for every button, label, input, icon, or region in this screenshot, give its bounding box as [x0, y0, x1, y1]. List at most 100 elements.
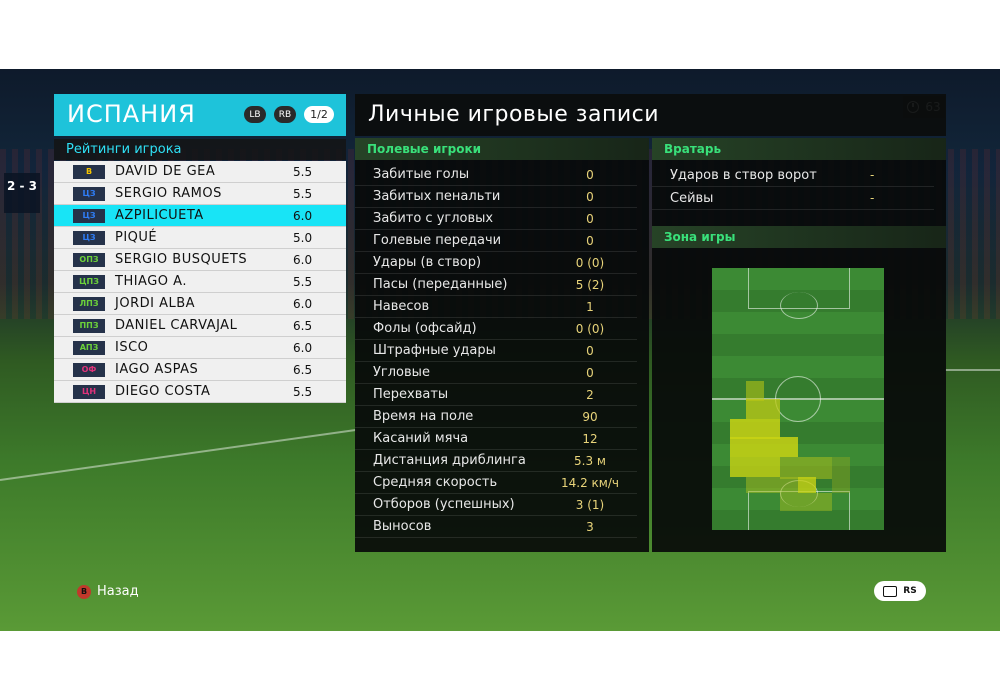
player-row[interactable]: ЦЗ PIQUÉ 5.0	[54, 227, 346, 249]
player-name: DAVID DE GEA	[115, 164, 216, 179]
stat-row: Пасы (переданные) 5 (2)	[355, 274, 637, 296]
player-name: THIAGO A.	[115, 274, 187, 289]
player-row[interactable]: ЦЗ SERGIO RAMOS 5.5	[54, 183, 346, 205]
heatmap-cell	[730, 457, 780, 477]
stat-row: Забитые голы 0	[355, 164, 637, 186]
stat-value: 0	[586, 167, 594, 182]
top-penalty-arc	[780, 292, 818, 319]
stat-value: 0	[586, 211, 594, 226]
player-name: ISCO	[115, 340, 149, 355]
goalkeeper-panel: Вратарь Ударов в створ ворот - Сейвы - Зона…	[652, 138, 946, 552]
b-button-icon: B	[77, 584, 91, 599]
stat-label: Средняя скорость	[373, 475, 498, 490]
stat-label: Выносов	[373, 519, 432, 534]
scoreboard: 2 - 3	[4, 173, 40, 213]
stat-label: Угловые	[373, 365, 430, 380]
gk-stat-row: Сейвы -	[652, 187, 934, 210]
gk-stat-value: -	[870, 168, 875, 182]
player-rating: 5.5	[293, 384, 313, 399]
player-rating: 5.5	[293, 274, 313, 289]
rs-label: RS	[903, 586, 917, 596]
chat-rs-hint[interactable]: RS	[874, 581, 926, 601]
player-row[interactable]: В DAVID DE GEA 5.5	[54, 161, 346, 183]
goalkeeper-header: Вратарь	[652, 138, 946, 160]
stat-row: Угловые 0	[355, 362, 637, 384]
heatmap-cell	[746, 399, 780, 419]
heatmap-cell	[780, 493, 832, 511]
lb-button[interactable]: LB	[244, 106, 266, 123]
stat-label: Дистанция дриблинга	[373, 453, 526, 468]
stat-value: 12	[582, 431, 598, 446]
stat-value: 90	[582, 409, 598, 424]
heatmap-cell	[730, 419, 780, 439]
page-indicator: 1/2	[304, 106, 334, 123]
player-list: В DAVID DE GEA 5.5 ЦЗ SERGIO RAMOS 5.5 ЦЗ AZPIL…	[54, 161, 346, 403]
stat-row: Забитых пенальти 0	[355, 186, 637, 208]
stat-label: Фолы (офсайд)	[373, 321, 477, 336]
field-players-header: Полевые игроки	[355, 138, 649, 160]
stat-value: 1	[586, 299, 594, 314]
player-row[interactable]: АПЗ ISCO 6.0	[54, 337, 346, 359]
stat-row: Навесов 1	[355, 296, 637, 318]
pitch-line	[945, 369, 1000, 371]
gk-stat-label: Сейвы	[670, 190, 714, 206]
player-rating: 6.5	[293, 318, 313, 333]
position-badge: ЦЗ	[73, 208, 105, 223]
team-header: ИСПАНИЯ LB RB 1/2	[54, 94, 346, 136]
heatmap-cell	[832, 457, 850, 493]
position-badge: ЛПЗ	[73, 296, 105, 311]
stat-row: Фолы (офсайд) 0 (0)	[355, 318, 637, 340]
stat-row: Штрафные удары 0	[355, 340, 637, 362]
player-rating: 5.5	[293, 164, 313, 179]
heatmap-cell	[798, 477, 816, 493]
heatmap-cell	[746, 381, 764, 401]
pitch-line	[0, 428, 357, 481]
player-row[interactable]: ОФ IAGO ASPAS 6.5	[54, 359, 346, 381]
stat-value: 0	[586, 233, 594, 248]
ratings-title: Рейтинги игрока	[54, 139, 346, 160]
player-row[interactable]: ЦПЗ THIAGO A. 5.5	[54, 271, 346, 293]
player-row[interactable]: ЦЗ AZPILICUETA 6.0	[54, 205, 346, 227]
position-badge: ЦЗ	[73, 230, 105, 245]
stat-label: Забитых пенальти	[373, 189, 501, 204]
stat-row: Касаний мяча 12	[355, 428, 637, 450]
stat-value: 0	[586, 189, 594, 204]
player-rating: 5.5	[293, 186, 313, 201]
rb-button[interactable]: RB	[274, 106, 296, 123]
position-badge: ЦЗ	[73, 186, 105, 201]
stat-row: Дистанция дриблинга 5.3 м	[355, 450, 637, 472]
heatmap-cell	[780, 457, 832, 479]
team-name: ИСПАНИЯ	[67, 100, 196, 128]
stat-value: 5 (2)	[575, 277, 605, 292]
chat-icon	[883, 585, 898, 597]
gk-stat-value: -	[870, 191, 875, 205]
heatmap-cell	[730, 437, 798, 457]
player-row[interactable]: ЛПЗ JORDI ALBA 6.0	[54, 293, 346, 315]
stat-value: 0 (0)	[575, 255, 605, 270]
stat-row: Средняя скорость 14.2 км/ч	[355, 472, 637, 494]
stat-row: Выносов 3	[355, 516, 637, 538]
back-hint[interactable]: B Назад	[77, 584, 139, 599]
player-name: JORDI ALBA	[115, 296, 196, 311]
field-player-stats-panel: Полевые игроки Забитые голы 0 Забитых пена…	[355, 138, 649, 552]
player-rating: 6.0	[293, 340, 313, 355]
stat-value: 2	[586, 387, 594, 402]
stat-label: Время на поле	[373, 409, 474, 424]
player-rating: 6.0	[293, 208, 313, 223]
position-badge: ЦН	[73, 384, 105, 399]
position-badge: ЦПЗ	[73, 274, 105, 289]
player-row[interactable]: ППЗ DANIEL CARVAJAL 6.5	[54, 315, 346, 337]
heatmap-pitch	[712, 268, 884, 530]
score-text: 2 - 3	[6, 179, 38, 193]
stat-table: Забитые голы 0 Забитых пенальти 0 Забито с у…	[355, 164, 649, 538]
stat-row: Перехваты 2	[355, 384, 637, 406]
player-rating: 5.0	[293, 230, 313, 245]
stat-label: Отборов (успешных)	[373, 497, 515, 512]
player-row[interactable]: ЦН DIEGO COSTA 5.5	[54, 381, 346, 403]
player-name: PIQUÉ	[115, 230, 158, 245]
player-row[interactable]: ОПЗ SERGIO BUSQUETS 6.0	[54, 249, 346, 271]
player-rating: 6.0	[293, 296, 313, 311]
stat-label: Удары (в створ)	[373, 255, 482, 270]
records-title-bar: Личные игровые записи	[355, 94, 946, 136]
player-name: SERGIO BUSQUETS	[115, 252, 248, 267]
